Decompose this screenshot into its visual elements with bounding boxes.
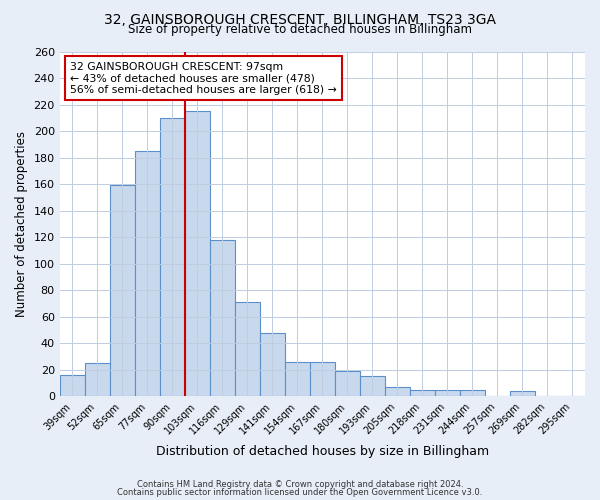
X-axis label: Distribution of detached houses by size in Billingham: Distribution of detached houses by size …: [156, 444, 489, 458]
Bar: [360, 376, 385, 396]
Text: Contains HM Land Registry data © Crown copyright and database right 2024.: Contains HM Land Registry data © Crown c…: [137, 480, 463, 489]
Text: 32, GAINSBOROUGH CRESCENT, BILLINGHAM, TS23 3GA: 32, GAINSBOROUGH CRESCENT, BILLINGHAM, T…: [104, 12, 496, 26]
Bar: [385, 387, 410, 396]
Bar: [335, 371, 360, 396]
Bar: [460, 390, 485, 396]
Bar: [59, 375, 85, 396]
Bar: [210, 240, 235, 396]
Bar: [160, 118, 185, 396]
Bar: [285, 362, 310, 396]
Text: 32 GAINSBOROUGH CRESCENT: 97sqm
← 43% of detached houses are smaller (478)
56% o: 32 GAINSBOROUGH CRESCENT: 97sqm ← 43% of…: [70, 62, 337, 95]
Bar: [410, 390, 435, 396]
Bar: [85, 363, 110, 396]
Bar: [260, 332, 285, 396]
Text: Size of property relative to detached houses in Billingham: Size of property relative to detached ho…: [128, 22, 472, 36]
Bar: [185, 111, 210, 397]
Bar: [235, 302, 260, 396]
Bar: [435, 390, 460, 396]
Bar: [135, 151, 160, 396]
Bar: [310, 362, 335, 396]
Text: Contains public sector information licensed under the Open Government Licence v3: Contains public sector information licen…: [118, 488, 482, 497]
Bar: [510, 391, 535, 396]
Bar: [110, 186, 135, 396]
Y-axis label: Number of detached properties: Number of detached properties: [15, 131, 28, 317]
